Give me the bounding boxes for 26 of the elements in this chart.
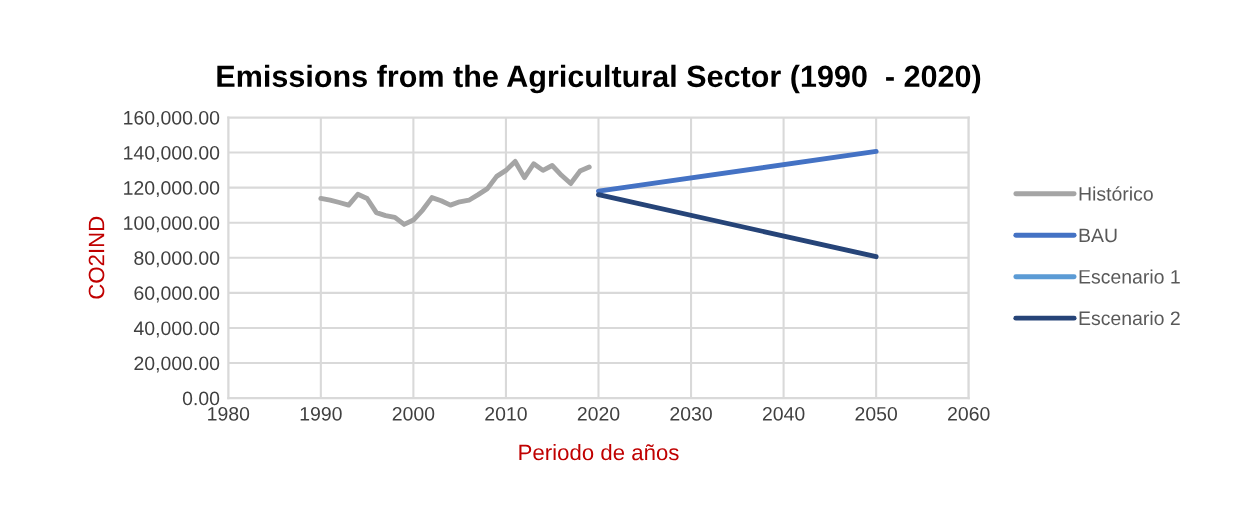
legend-label: Histórico	[1079, 186, 1153, 201]
chart-title: Emissions from the Agricultural Sector (1990 - 2020)	[217, 64, 981, 94]
y-tick-label: 140,000.00	[124, 145, 220, 163]
y-tick-label: 60,000.00	[134, 286, 220, 303]
legend-label: BAU	[1079, 228, 1117, 243]
y-tick-label: 100,000.00	[124, 216, 220, 233]
y-tick-label: 40,000.00	[133, 321, 220, 338]
x-tick-label: 2020	[577, 406, 620, 421]
x-axis-title: Periodo de años	[519, 444, 679, 461]
x-tick-label: 1980	[208, 406, 250, 421]
x-tick-label: 2000	[392, 406, 435, 421]
y-tick-label: 0.00	[182, 391, 220, 406]
x-tick-label: 2010	[485, 406, 527, 421]
x-tick-label: 2030	[670, 406, 712, 421]
x-tick-label: 2050	[855, 406, 898, 421]
x-tick-label: 2060	[948, 406, 990, 421]
x-tick-label: 1990	[300, 406, 342, 421]
line-series	[318, 159, 592, 227]
y-tick-label: 20,000.00	[134, 356, 220, 373]
x-tick-label: 2040	[762, 406, 805, 421]
y-tick-label: 80,000.00	[134, 251, 220, 268]
legend-label: Escenario 2	[1079, 310, 1180, 326]
legend-label: Escenario 1	[1079, 269, 1180, 284]
y-tick-label: 120,000.00	[124, 181, 220, 198]
y-axis-title: CO2IND	[88, 216, 105, 299]
y-tick-label: 160,000.00	[124, 110, 220, 127]
